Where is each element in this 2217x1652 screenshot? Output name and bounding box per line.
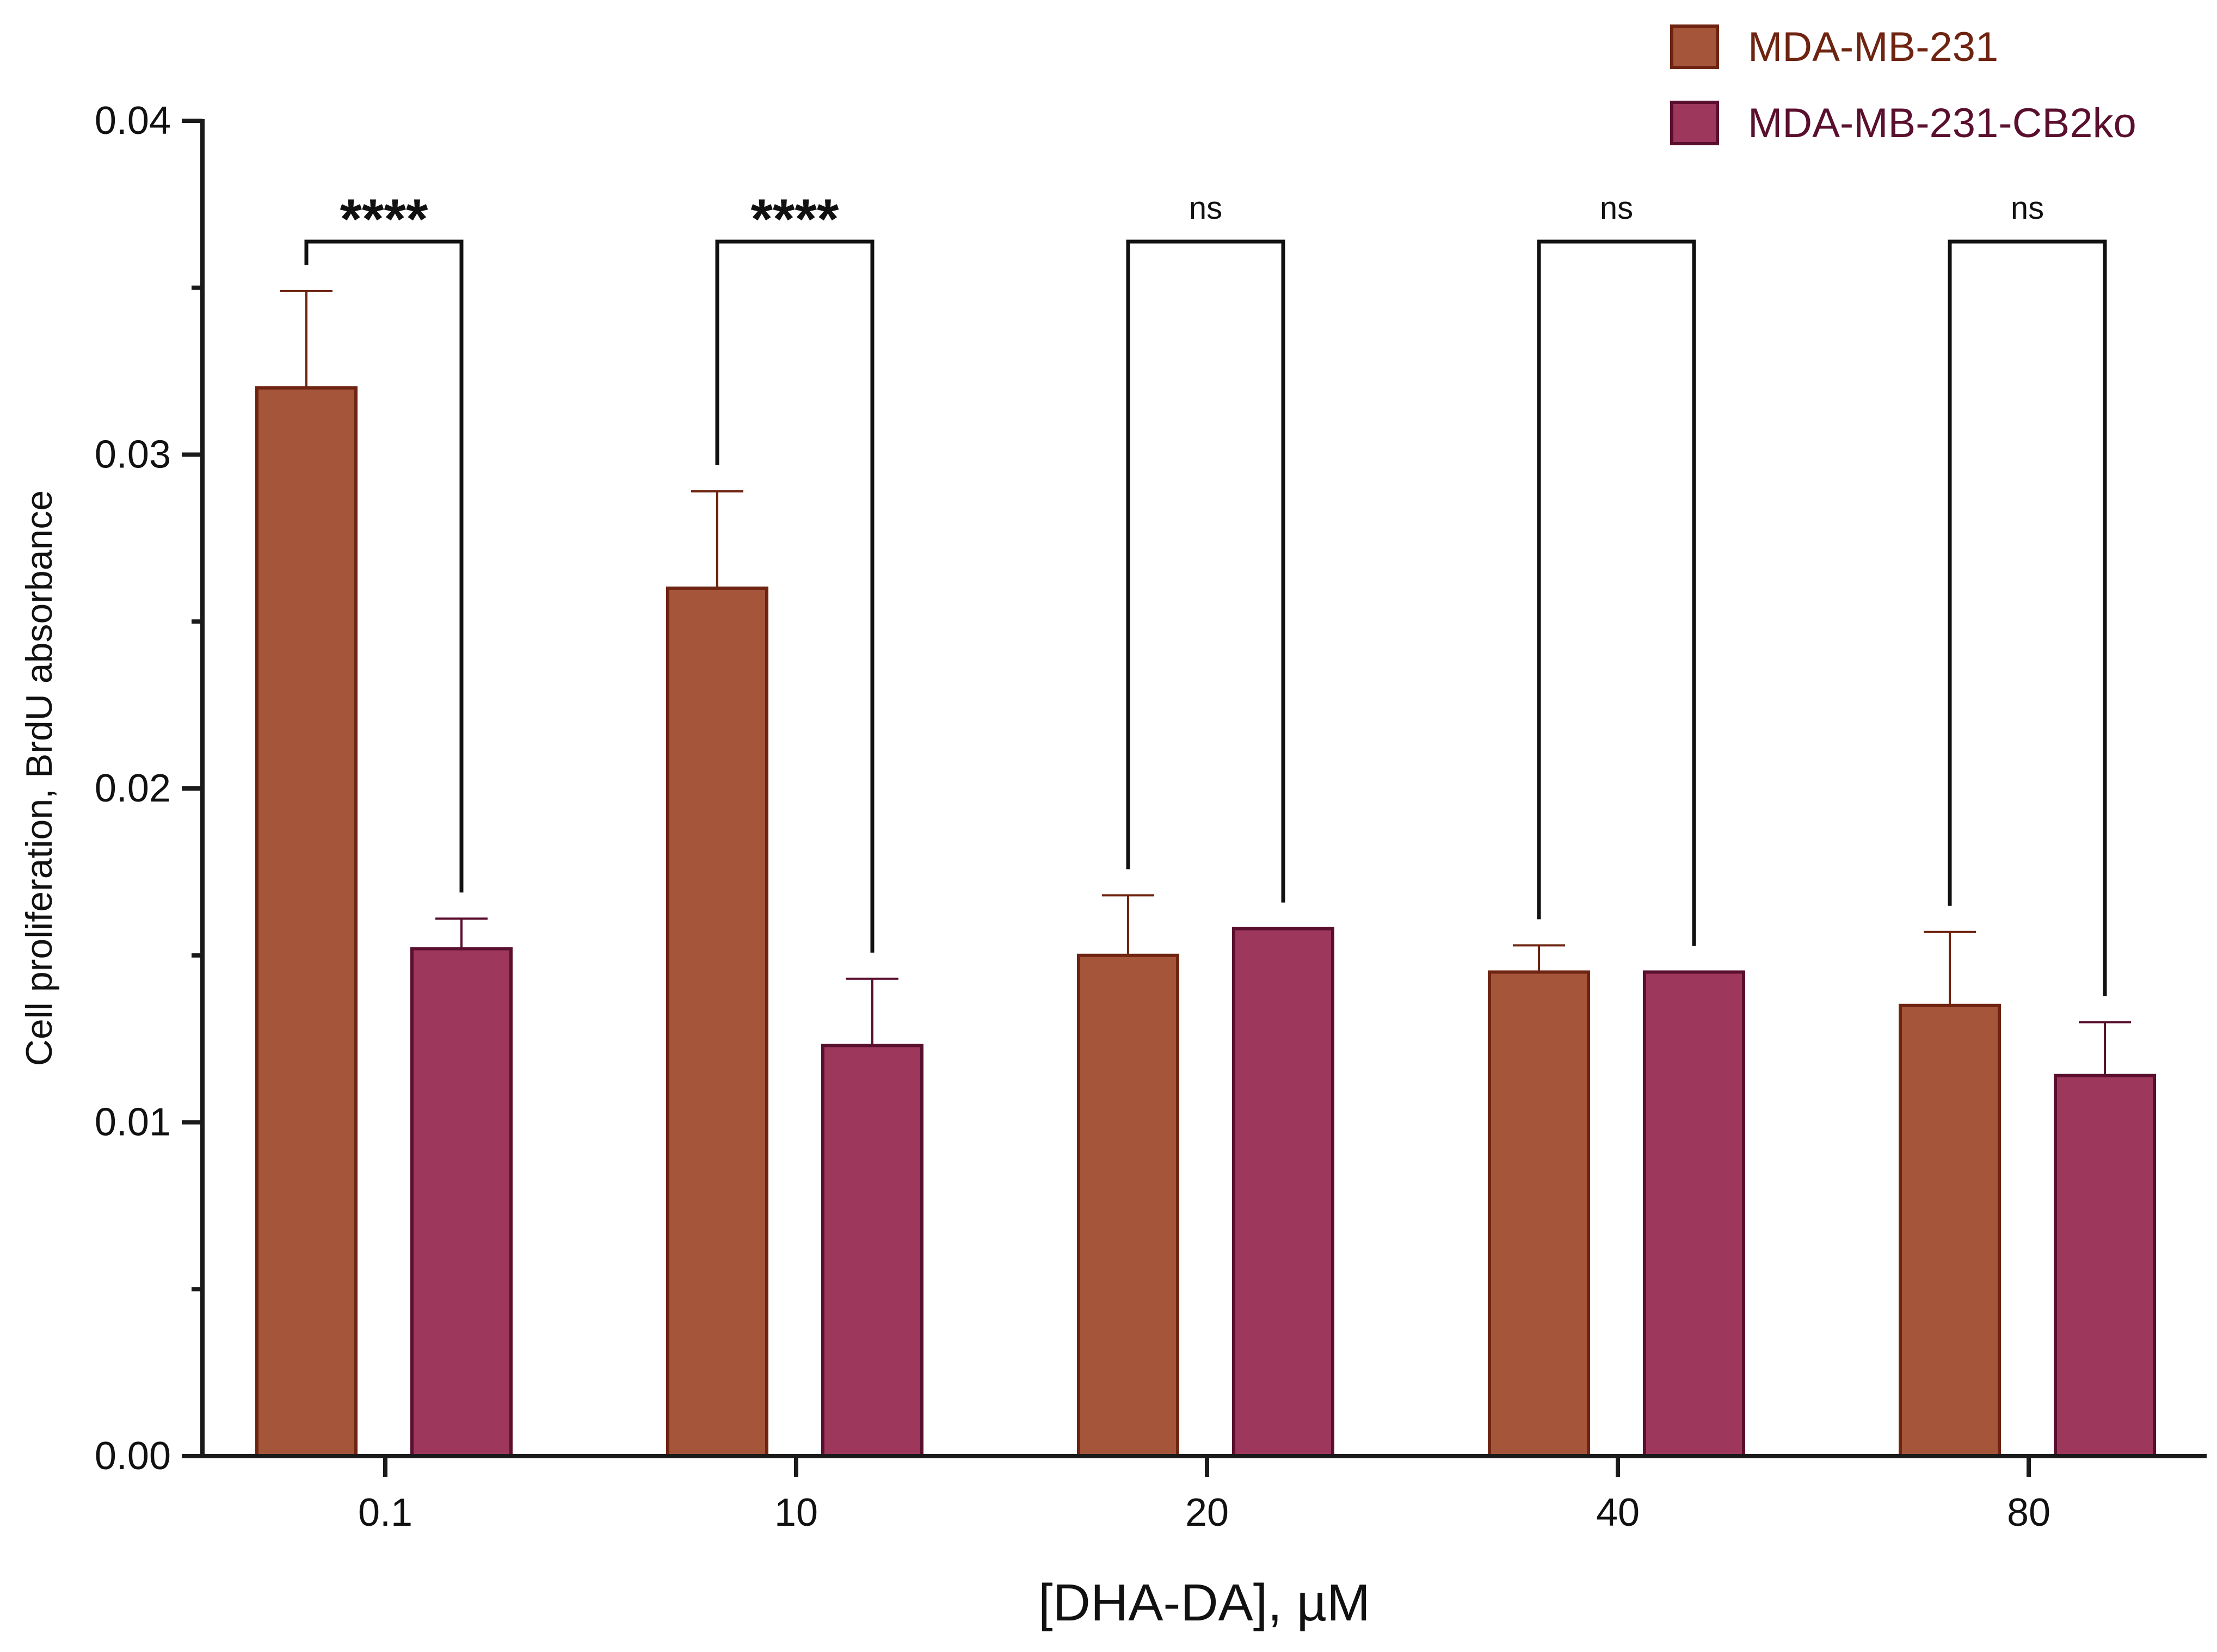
- x-tick-label: 10: [774, 1491, 818, 1534]
- significance-layer: **** **** ns ns ns: [304, 188, 2107, 996]
- significance-label: ns: [1189, 190, 1222, 226]
- y-tick-label: 0.01: [95, 1101, 171, 1144]
- bar-mda-mb-231-0.1: [255, 386, 358, 1458]
- x-tick-label: 80: [2007, 1491, 2050, 1534]
- legend-swatch: [1670, 101, 1719, 145]
- y-axis-title: Cell proliferation, BrdU absorbance: [19, 490, 60, 1066]
- x-tick-label: 0.1: [358, 1491, 412, 1534]
- significance-bracket: [1537, 239, 1696, 946]
- significance-label: ****: [340, 188, 428, 251]
- y-tick-label: 0.04: [95, 99, 171, 143]
- significance-label: ****: [751, 188, 839, 251]
- x-tick-label: 20: [1185, 1491, 1229, 1534]
- bar-mda-mb-231-cb2ko-0.1: [410, 947, 513, 1458]
- significance-bracket: [1126, 239, 1285, 903]
- bars-layer: [255, 386, 2156, 1458]
- x-ticks-layer: 0.1 10 20 40 80: [358, 1456, 2050, 1534]
- significance-label: ns: [1600, 190, 1633, 226]
- y-tick-label: 0.00: [95, 1434, 171, 1478]
- legend: MDA-MB-231 MDA-MB-231-CB2ko: [1670, 24, 2136, 146]
- bar-mda-mb-231-cb2ko-10: [821, 1044, 923, 1458]
- legend-label: MDA-MB-231-CB2ko: [1748, 100, 2136, 146]
- y-tick-label: 0.02: [95, 767, 171, 810]
- legend-swatch: [1670, 24, 1719, 69]
- bar-mda-mb-231-80: [1899, 1003, 2001, 1458]
- significance-bracket: [304, 239, 464, 893]
- significance-bracket: [1948, 239, 2107, 996]
- bar-mda-mb-231-cb2ko-20: [1232, 927, 1334, 1458]
- y-tick-label: 0.03: [95, 433, 171, 477]
- bar-mda-mb-231-40: [1488, 970, 1590, 1458]
- bar-mda-mb-231-cb2ko-80: [2054, 1074, 2156, 1458]
- bar-mda-mb-231-20: [1077, 953, 1179, 1458]
- y-ticks-layer: 0.00 0.01 0.02 0.03 0.04: [95, 99, 202, 1478]
- significance-label: ns: [2011, 190, 2044, 226]
- error-bars-layer: [280, 289, 2131, 1076]
- x-axis-title: [DHA-DA], µM: [1038, 1574, 1370, 1632]
- bar-mda-mb-231-10: [666, 586, 768, 1458]
- bar-mda-mb-231-cb2ko-40: [1643, 970, 1745, 1458]
- significance-bracket: [715, 239, 875, 953]
- x-tick-label: 40: [1596, 1491, 1640, 1534]
- legend-label: MDA-MB-231: [1748, 24, 1998, 70]
